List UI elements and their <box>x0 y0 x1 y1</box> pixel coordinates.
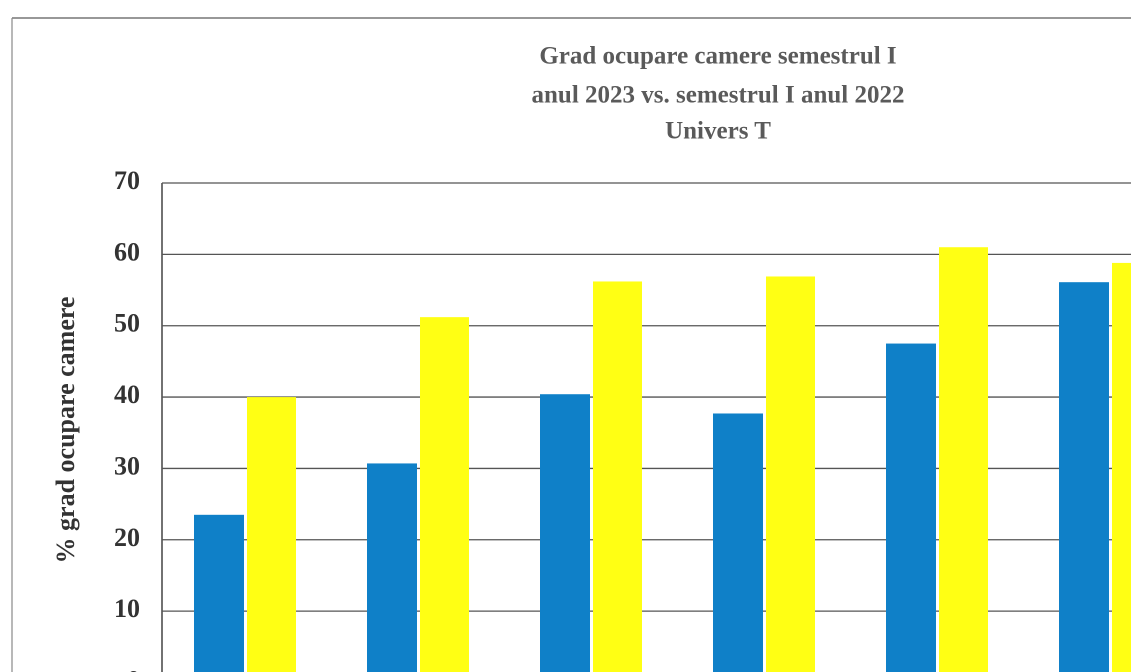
y-tick-label: 30 <box>114 451 140 480</box>
bar <box>766 276 815 672</box>
bar <box>713 413 763 672</box>
y-axis-label: % grad ocupare camere <box>51 297 80 564</box>
chart-title: Univers T <box>665 118 771 145</box>
bar <box>1059 282 1109 672</box>
bar <box>540 394 590 672</box>
chart-title: Grad ocupare camere semestrul I <box>539 43 896 70</box>
y-tick-label: 0 <box>127 665 140 672</box>
y-tick-label: 10 <box>114 594 140 623</box>
y-tick-label: 20 <box>114 523 140 552</box>
bar <box>939 247 988 672</box>
chart-title: anul 2023 vs. semestrul I anul 2022 <box>532 82 905 109</box>
bar <box>247 397 296 672</box>
bar <box>886 343 936 672</box>
y-tick-label: 50 <box>114 309 140 338</box>
bar <box>420 317 469 672</box>
y-tick-label: 60 <box>114 237 140 266</box>
y-tick-label: 70 <box>114 166 140 195</box>
bar <box>194 514 244 672</box>
bar <box>593 281 642 672</box>
bar <box>367 463 417 672</box>
y-tick-label: 40 <box>114 380 140 409</box>
bar <box>1112 262 1131 672</box>
